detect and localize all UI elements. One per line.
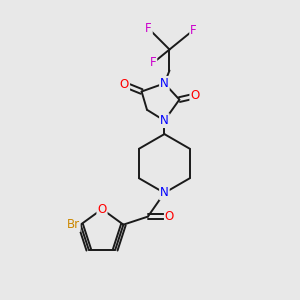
Text: N: N [160, 77, 169, 90]
Text: F: F [145, 22, 152, 35]
Text: F: F [150, 56, 156, 70]
Text: Br: Br [67, 218, 80, 231]
Text: O: O [165, 210, 174, 223]
Text: F: F [190, 23, 197, 37]
Text: O: O [98, 202, 106, 216]
Text: O: O [190, 89, 200, 103]
Text: O: O [120, 78, 129, 91]
Text: N: N [160, 114, 169, 127]
Text: N: N [160, 186, 169, 200]
